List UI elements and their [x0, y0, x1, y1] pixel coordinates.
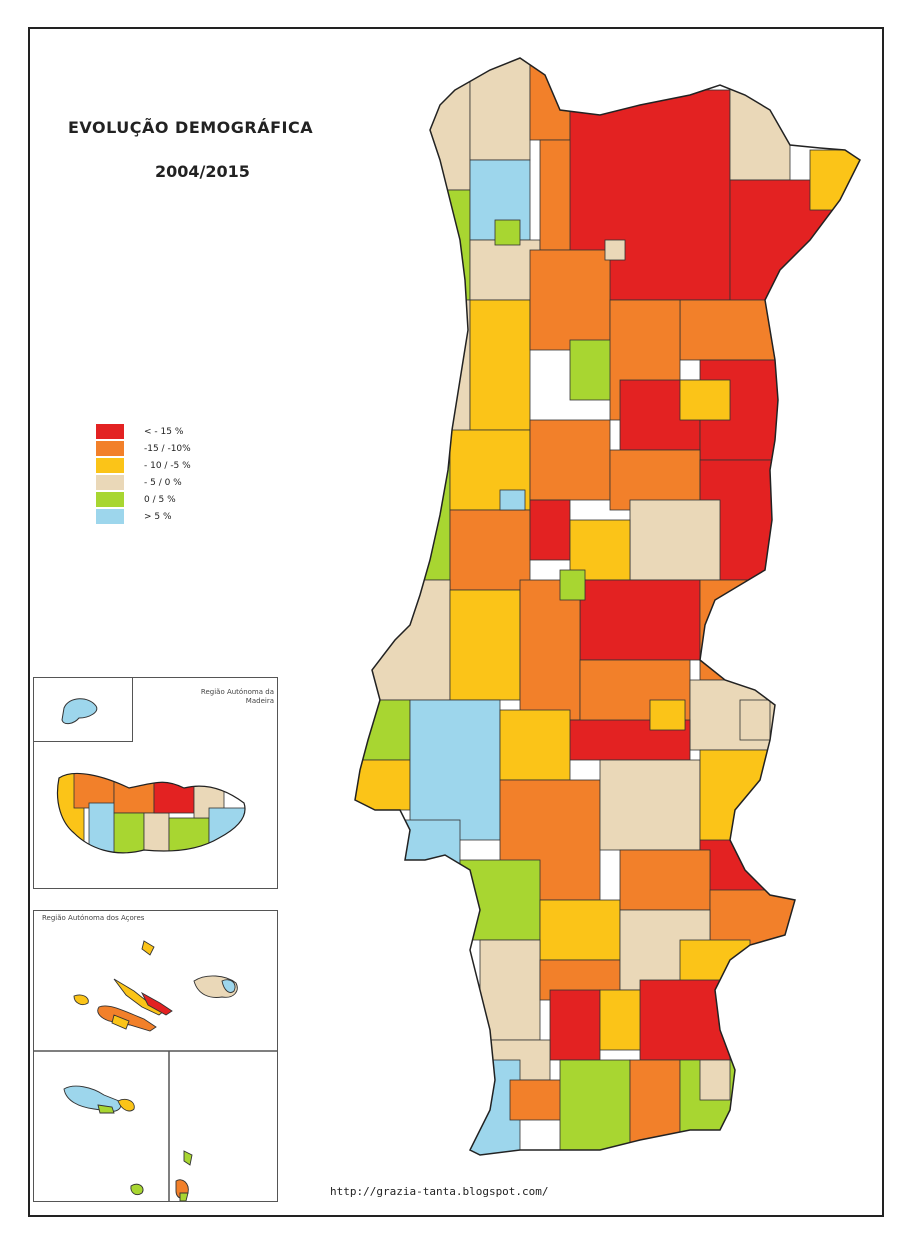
source-url: http://grazia-tanta.blogspot.com/: [330, 1185, 549, 1198]
map-title: EVOLUÇÃO DEMOGRÁFICA: [68, 118, 314, 137]
legend-swatch: [96, 475, 124, 490]
legend-item: > 5 %: [96, 508, 191, 525]
legend-label: - 10 / -5 %: [144, 460, 191, 471]
legend-item: - 5 / 0 %: [96, 474, 191, 491]
legend-label: - 5 / 0 %: [144, 477, 182, 488]
legend: < - 15 % -15 / -10% - 10 / -5 % - 5 / 0 …: [96, 423, 191, 525]
legend-label: > 5 %: [144, 511, 172, 522]
porto-santo-box: [34, 678, 133, 742]
legend-swatch: [96, 424, 124, 439]
azores-islands: [34, 940, 277, 1201]
legend-swatch: [96, 458, 124, 473]
legend-item: 0 / 5 %: [96, 491, 191, 508]
madeira-island: [56, 772, 246, 854]
legend-swatch: [96, 492, 124, 507]
legend-item: - 10 / -5 %: [96, 457, 191, 474]
azores-inset: Região Autónoma dos Açores: [33, 910, 278, 1202]
legend-swatch: [96, 509, 124, 524]
legend-swatch: [96, 441, 124, 456]
legend-item: -15 / -10%: [96, 440, 191, 457]
azores-inset-title: Região Autónoma dos Açores: [42, 914, 145, 922]
map-period: 2004/2015: [155, 162, 250, 181]
legend-label: 0 / 5 %: [144, 494, 176, 505]
legend-label: < - 15 %: [144, 426, 184, 437]
legend-item: < - 15 %: [96, 423, 191, 440]
madeira-inset-title: Região Autónoma da Madeira: [200, 688, 274, 705]
madeira-inset: Região Autónoma da Madeira: [33, 677, 278, 889]
porto-santo-island: [61, 698, 98, 725]
legend-label: -15 / -10%: [144, 443, 191, 454]
